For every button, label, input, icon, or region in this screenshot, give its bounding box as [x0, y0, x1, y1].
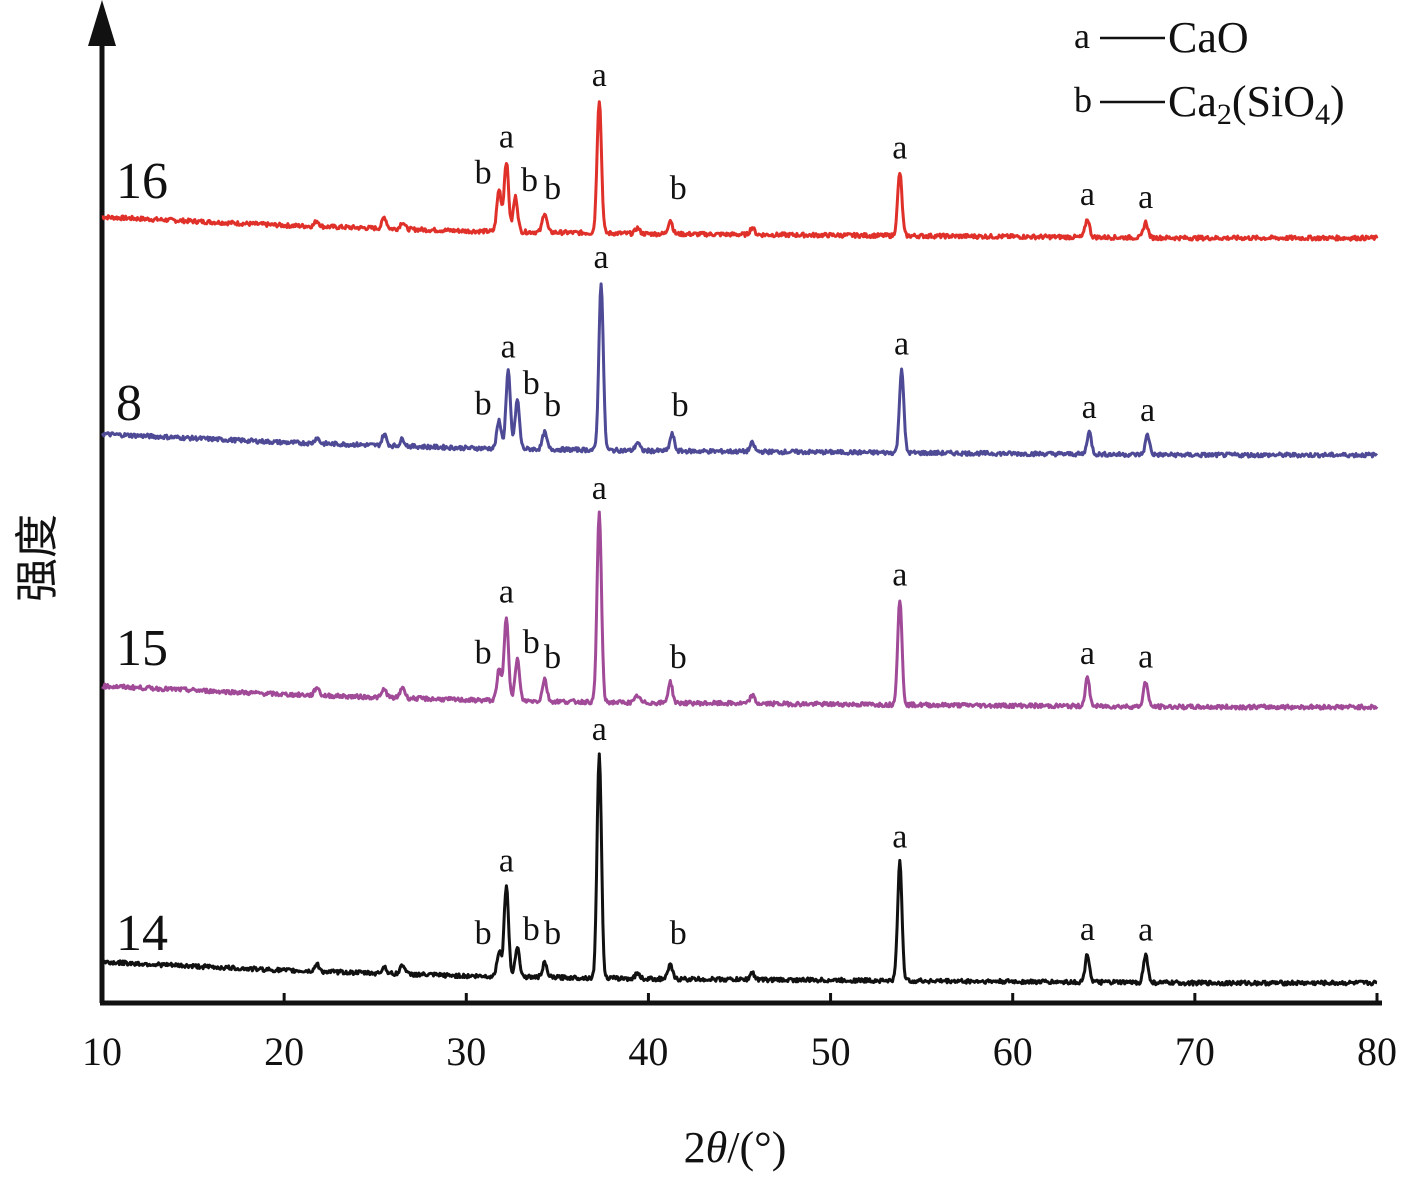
legend-text-a: CaO	[1168, 13, 1249, 62]
peak-label-14-13: a	[1138, 912, 1153, 949]
peak-label-8-4: a	[501, 329, 516, 366]
peak-label-8-13: a	[1140, 392, 1155, 429]
peak-label-15-9: b	[670, 639, 687, 676]
peak-label-8-9: b	[672, 387, 689, 424]
sample-label-16: 16	[116, 153, 168, 210]
x-tick-label-70: 70	[1175, 1029, 1215, 1074]
peak-label-14-6: b	[544, 915, 561, 952]
peak-label-15-6: b	[544, 639, 561, 676]
x-axis-title: 2θ/(°)	[684, 1123, 787, 1172]
x-ticks: 10 20 30 40 50 60 70 80	[82, 993, 1397, 1074]
x-tick-label-40: 40	[628, 1029, 668, 1074]
peak-label-14-5: b	[523, 911, 540, 948]
peak-label-8-7: a	[594, 239, 609, 276]
peak-label-8-11: a	[894, 326, 909, 363]
peak-label-8-6: b	[544, 387, 561, 424]
series-line-15	[101, 510, 1379, 711]
peak-label-14-12: a	[1080, 911, 1095, 948]
x-tick-label-80: 80	[1357, 1029, 1397, 1074]
x-tick-label-30: 30	[446, 1029, 486, 1074]
legend: a CaO b Ca2(SiO4)	[1074, 13, 1345, 131]
legend-key-b: b	[1074, 80, 1092, 120]
peak-label-14-11: a	[892, 819, 907, 856]
sample-label-14: 14	[116, 905, 168, 962]
x-tick-label-10: 10	[82, 1029, 122, 1074]
peak-label-15-3: b	[475, 635, 492, 672]
peak-label-16-11: a	[892, 130, 907, 167]
sample-label-8: 8	[116, 375, 142, 432]
peak-label-16-12: a	[1080, 176, 1095, 213]
series-line-16	[101, 100, 1379, 242]
peak-label-14-7: a	[592, 711, 607, 748]
peak-label-15-5: b	[523, 624, 540, 661]
series-line-14	[101, 752, 1378, 987]
legend-key-a: a	[1074, 16, 1090, 56]
peak-label-15-7: a	[592, 470, 607, 507]
peak-label-16-13: a	[1138, 179, 1153, 216]
peak-label-16-5: b	[521, 162, 538, 199]
peak-label-8-12: a	[1082, 389, 1097, 426]
x-tick-label-20: 20	[264, 1029, 304, 1074]
peak-label-15-11: a	[892, 557, 907, 594]
peak-label-16-3: b	[475, 155, 492, 192]
peak-label-15-4: a	[499, 574, 514, 611]
sample-label-15: 15	[116, 620, 168, 677]
peak-label-16-6: b	[544, 170, 561, 207]
peak-label-15-12: a	[1080, 635, 1095, 672]
legend-text-b: Ca2(SiO4)	[1168, 77, 1345, 131]
x-tick-label-50: 50	[811, 1029, 851, 1074]
peak-label-15-13: a	[1138, 638, 1153, 675]
peak-label-14-4: a	[499, 843, 514, 880]
peak-label-16-7: a	[592, 57, 607, 94]
peak-label-16-9: b	[670, 170, 687, 207]
x-tick-label-60: 60	[993, 1029, 1033, 1074]
peak-label-14-3: b	[475, 915, 492, 952]
peak-label-14-9: b	[670, 915, 687, 952]
peak-label-8-5: b	[523, 365, 540, 402]
series-line-8	[100, 282, 1378, 459]
peak-label-16-4: a	[499, 119, 514, 156]
series-layer	[100, 100, 1379, 987]
y-axis-arrow	[88, 0, 116, 46]
peak-label-8-3: b	[475, 386, 492, 423]
y-axis-title: 强度	[12, 514, 63, 602]
